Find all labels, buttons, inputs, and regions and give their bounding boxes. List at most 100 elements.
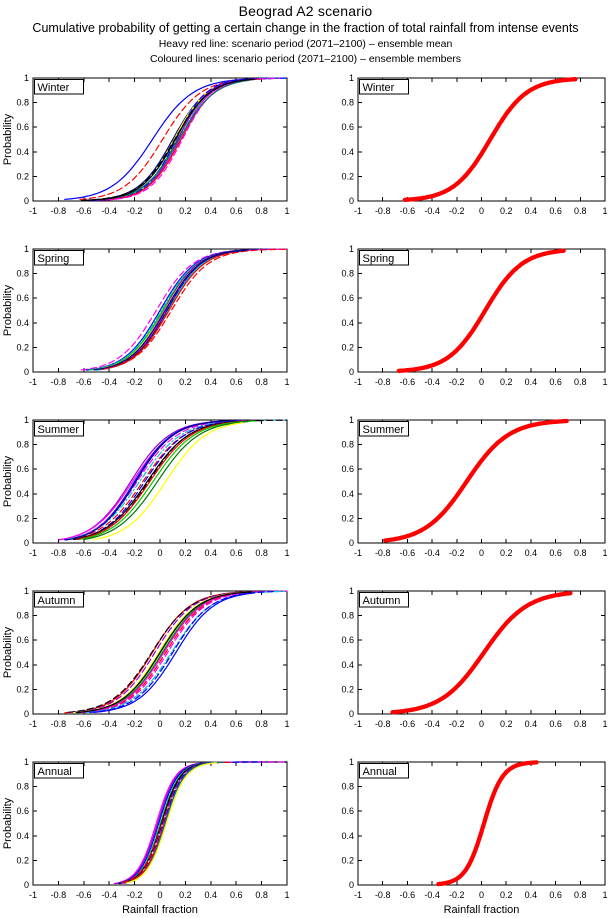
curves [402, 77, 578, 202]
y-tick-label: 1 [349, 415, 354, 425]
cdf-curve [102, 248, 287, 370]
x-tick-label: -1 [29, 890, 37, 900]
cdf-curve [117, 761, 224, 884]
x-tick-label: 0.4 [205, 548, 218, 558]
x-tick-label: 0.2 [500, 206, 513, 216]
cdf-curve [101, 251, 236, 370]
x-tick-label: -1 [354, 377, 362, 387]
subplot-summer-ensemble-mean: -1 -0.8 -0.6 -0.4 -0.2 0 0.2 0.4 0.6 0.8 1 0 0.2 0.4 0… [341, 415, 607, 558]
x-tick-label: -0.4 [101, 206, 117, 216]
x-tick-label: -0.4 [101, 719, 117, 729]
row-winter: -1 -0.8 -0.6 -0.4 -0.2 0 0.2 0.4 0.6 0.8 1 0 0.2 0.4 0… [0, 70, 611, 241]
y-tick-label: 0.8 [341, 269, 354, 279]
cdf-curve [75, 591, 252, 714]
cdf-curve [106, 77, 281, 201]
cdf-curve [390, 591, 573, 715]
y-tick-label: 0.6 [341, 122, 354, 132]
x-tick-label: 0.8 [574, 719, 587, 729]
x-tick-label: 0.8 [574, 206, 587, 216]
cdf-curve [436, 760, 539, 887]
x-tick-label: 0 [157, 377, 162, 387]
cdf-curve [95, 77, 288, 201]
x-tick-label: 0.4 [205, 377, 218, 387]
y-tick-label: 1 [349, 586, 354, 596]
y-tick-label: 1 [24, 415, 29, 425]
tick-labels: -1 -0.8 -0.6 -0.4 -0.2 0 0.2 0.4 0.6 0.8 1 0 0.2 0.4 0… [341, 73, 607, 216]
season-label: Annual [359, 763, 409, 779]
cdf-curve [83, 591, 262, 713]
cdf-curve [93, 422, 244, 541]
x-tick-label: 0.8 [574, 548, 587, 558]
x-tick-label: 0.8 [574, 377, 587, 387]
x-tick-label: 0.2 [179, 377, 192, 387]
curves [64, 77, 288, 202]
x-tick-label: -1 [29, 377, 37, 387]
subplot-annual-ensemble-members: -1 -0.8 -0.6 -0.4 -0.2 0 0.2 0.4 0.6 0.8 1 0 0.2 0.4 0… [2, 757, 290, 916]
y-tick-label: 0.4 [341, 318, 354, 328]
x-tick-label: 0.8 [255, 377, 268, 387]
axes-box [32, 77, 288, 202]
cdf-curve [396, 248, 566, 374]
x-tick-label: 1 [602, 719, 607, 729]
cdf-curve [80, 250, 237, 371]
subplot-autumn-ensemble-mean: -1 -0.8 -0.6 -0.4 -0.2 0 0.2 0.4 0.6 0.8 1 0 0.2 0.4 0… [341, 586, 607, 729]
y-axis-label: Probability [2, 284, 14, 336]
y-tick-label: 0 [24, 367, 29, 377]
legend-mean-note: Heavy red line: scenario period (2071–21… [158, 38, 453, 50]
y-tick-label: 0.2 [341, 684, 354, 694]
x-tick-label: 0.2 [179, 206, 192, 216]
cdf-curve [79, 78, 260, 200]
cdf-curve [83, 77, 287, 201]
season-label-text: Winter [38, 82, 70, 94]
y-tick-label: 0 [24, 538, 29, 548]
season-label-text: Autumn [363, 595, 401, 607]
subplot-autumn-ensemble-members: -1 -0.8 -0.6 -0.4 -0.2 0 0.2 0.4 0.6 0.8 1 0 0.2 0.4 0… [2, 586, 290, 729]
x-tick-label: 1 [284, 890, 289, 900]
x-tick-label: -0.6 [400, 377, 416, 387]
y-tick-label: 0.2 [341, 171, 354, 181]
cdf-curve [89, 591, 274, 713]
plots-grid: -1 -0.8 -0.6 -0.4 -0.2 0 0.2 0.4 0.6 0.8 1 0 0.2 0.4 0… [0, 70, 611, 918]
figure-subtitle: Cumulative probability of getting a cert… [32, 21, 579, 35]
x-tick-label: 0.2 [179, 719, 192, 729]
y-tick-label: 0.8 [16, 98, 29, 108]
x-tick-label: -0.8 [375, 377, 391, 387]
subplot-summer-ensemble-members: -1 -0.8 -0.6 -0.4 -0.2 0 0.2 0.4 0.6 0.8 1 0 0.2 0.4 0… [2, 415, 290, 558]
x-tick-label: -0.6 [400, 719, 416, 729]
tick-labels: -1 -0.8 -0.6 -0.4 -0.2 0 0.2 0.4 0.6 0.8 1 0 0.2 0.4 0… [341, 244, 607, 387]
x-tick-label: 0.4 [525, 548, 538, 558]
y-tick-label: 0.8 [341, 611, 354, 621]
season-label: Spring [359, 250, 409, 266]
x-tick-label: 0.2 [500, 719, 513, 729]
season-label-text: Spring [363, 253, 395, 265]
x-tick-label: -0.6 [76, 206, 92, 216]
cdf-curve [80, 420, 256, 540]
x-tick-label: -0.4 [424, 719, 440, 729]
row-autumn: -1 -0.8 -0.6 -0.4 -0.2 0 0.2 0.4 0.6 0.8 1 0 0.2 0.4 0… [0, 583, 611, 754]
x-tick-label: -0.8 [51, 377, 67, 387]
cdf-curve [95, 248, 269, 371]
x-tick-label: -0.4 [424, 206, 440, 216]
cdf-curve [83, 421, 249, 540]
x-tick-label: 0.6 [230, 377, 243, 387]
x-tick-label: 0.2 [500, 890, 513, 900]
tick-labels: -1 -0.8 -0.6 -0.4 -0.2 0 0.2 0.4 0.6 0.8 1 0 0.2 0.4 0… [16, 586, 289, 729]
x-tick-label: 0 [157, 719, 162, 729]
x-tick-label: 0.4 [205, 206, 218, 216]
x-tick-label: -1 [354, 548, 362, 558]
axes-box [32, 419, 288, 544]
row-spring: -1 -0.8 -0.6 -0.4 -0.2 0 0.2 0.4 0.6 0.8 1 0 0.2 0.4 0… [0, 241, 611, 412]
tick-labels: -1 -0.8 -0.6 -0.4 -0.2 0 0.2 0.4 0.6 0.8 1 0 0.2 0.4 0… [341, 415, 607, 558]
season-label: Winter [34, 79, 84, 95]
x-tick-label: 1 [284, 377, 289, 387]
y-tick-label: 1 [349, 73, 354, 83]
x-tick-label: -0.2 [449, 206, 465, 216]
x-tick-label: -0.4 [424, 377, 440, 387]
x-tick-label: -0.6 [400, 548, 416, 558]
axes-box [357, 77, 606, 202]
y-tick-label: 1 [24, 586, 29, 596]
y-tick-label: 0.8 [341, 782, 354, 792]
y-tick-label: 1 [24, 73, 29, 83]
x-tick-label: -0.4 [424, 548, 440, 558]
y-tick-label: 0.4 [16, 147, 29, 157]
